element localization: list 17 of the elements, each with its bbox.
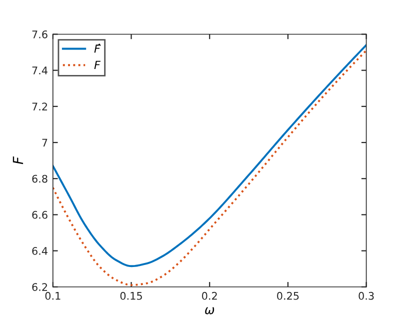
y-tick-label: 7.2	[32, 102, 48, 110]
y-tick-label: 6.2	[32, 283, 48, 291]
x-tick-label: 0.25	[277, 292, 299, 300]
y-tick-label: 7.4	[32, 66, 48, 74]
x-tick-label: 0.2	[202, 292, 217, 300]
y-tick-label: 6.4	[32, 247, 48, 255]
y-tick-label: 6.6	[32, 210, 48, 219]
legend-label: F	[94, 60, 101, 69]
legend-label: F̂	[94, 44, 101, 53]
y-axis-title: F	[12, 156, 24, 164]
x-tick-label: 0.3	[358, 292, 374, 300]
y-tick-label: 7.6	[32, 30, 48, 38]
y-tick-label: 7	[42, 138, 48, 146]
y-tick-label: 6.8	[32, 174, 48, 183]
x-axis-title: ω	[205, 307, 214, 314]
x-tick-label: 0.1	[45, 292, 60, 300]
x-tick-label: 0.15	[120, 292, 142, 300]
